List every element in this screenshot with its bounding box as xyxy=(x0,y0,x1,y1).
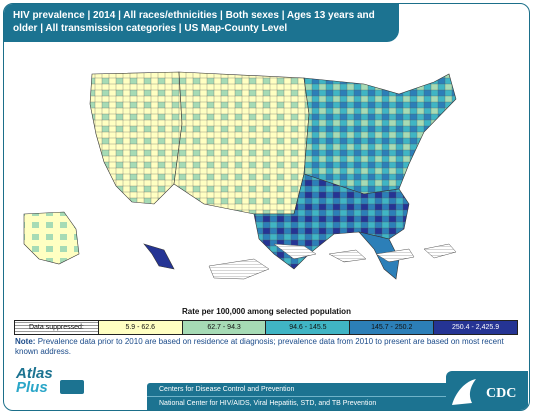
map-title: HIV prevalence | 2014 | All races/ethnic… xyxy=(4,4,399,42)
territories-region xyxy=(208,258,270,280)
islands-region xyxy=(273,243,457,263)
footer-banner: Centers for Disease Control and Preventi… xyxy=(147,383,447,410)
note-body: Prevalence data prior to 2010 are based … xyxy=(15,337,504,356)
us-county-map xyxy=(4,54,529,294)
footer-center-name[interactable]: National Center for HIV/AIDS, Viral Hepa… xyxy=(147,396,447,410)
hawaii-region xyxy=(143,243,175,270)
note-text: Note: Prevalence data prior to 2010 are … xyxy=(15,337,515,357)
east-region-grid xyxy=(304,74,456,194)
legend-title: Rate per 100,000 among selected populati… xyxy=(182,307,351,316)
footer-org-name[interactable]: Centers for Disease Control and Preventi… xyxy=(159,386,295,393)
atlas-badge-icon xyxy=(60,380,84,394)
plus-word: Plus xyxy=(16,379,48,396)
cdc-logo-icon: CDC xyxy=(452,379,516,405)
west-region-grid xyxy=(90,72,182,204)
map-svg xyxy=(23,71,457,280)
legend-bin-3: 94.6 - 145.5 xyxy=(266,321,351,334)
legend-bin-4: 145.7 - 250.2 xyxy=(350,321,435,334)
legend-bar: Data suppressed: 5.9 - 62.6 62.7 - 94.3 … xyxy=(14,320,518,335)
legend-bin-1: 5.9 - 62.6 xyxy=(98,321,183,334)
cdc-logo-text: CDC xyxy=(486,386,516,401)
atlas-word: Atlas xyxy=(16,365,53,382)
cdc-logo[interactable]: CDC xyxy=(446,371,528,410)
plains-region-grid xyxy=(174,72,309,214)
map-frame: HIV prevalence | 2014 | All races/ethnic… xyxy=(3,3,530,411)
note-prefix: Note: xyxy=(15,337,36,346)
alaska-region xyxy=(23,211,80,265)
legend-suppressed: Data suppressed: xyxy=(15,321,99,334)
legend-bin-2: 62.7 - 94.3 xyxy=(182,321,267,334)
legend-bin-5: 250.4 - 2,425.9 xyxy=(434,321,517,334)
atlasplus-logo[interactable]: Atlas Plus xyxy=(16,366,86,400)
